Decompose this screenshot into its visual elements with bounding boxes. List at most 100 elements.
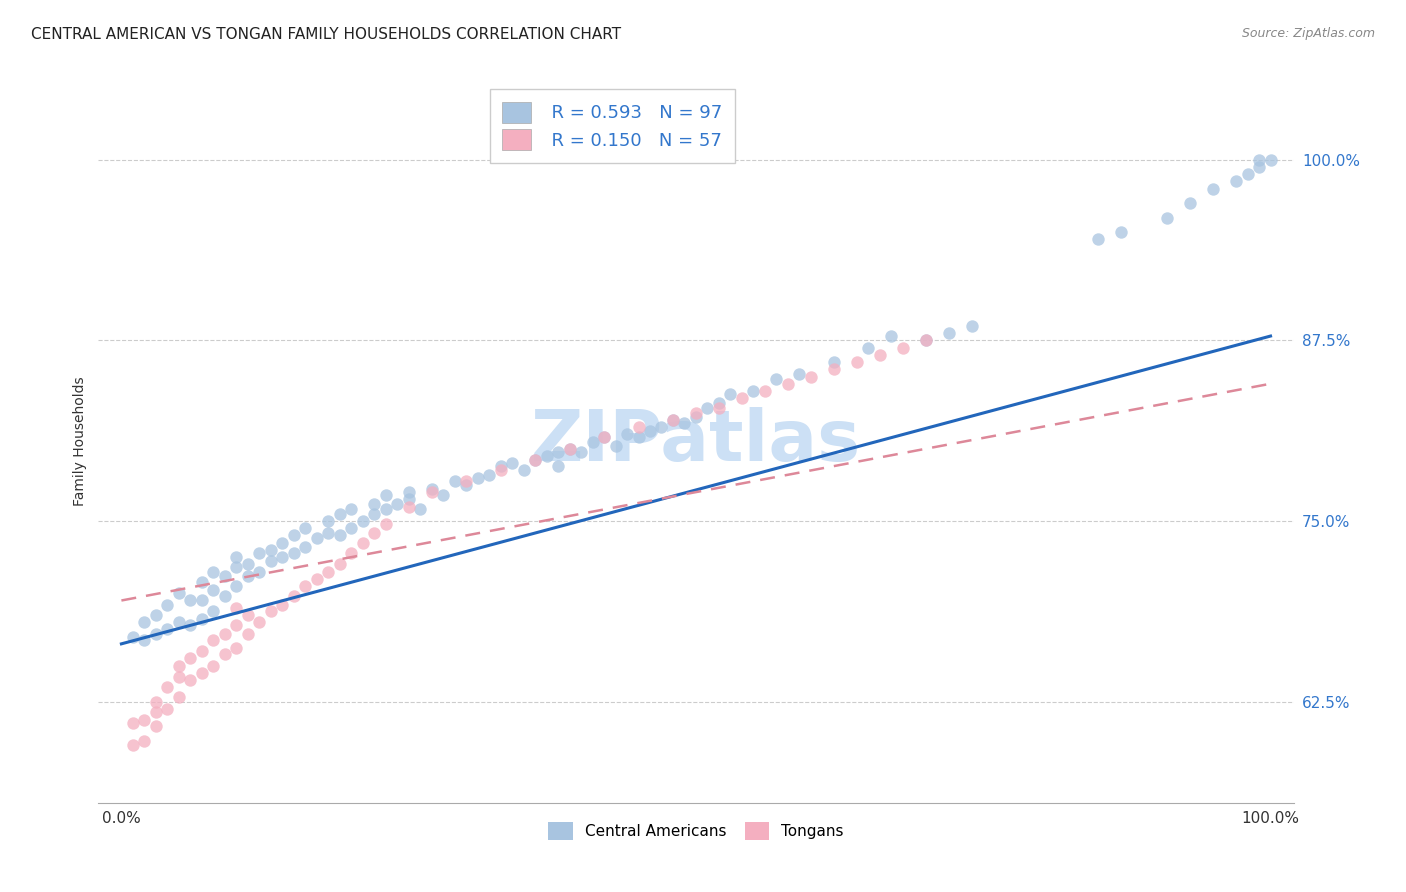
Point: [236, 558, 259, 572]
Point: [167, 586, 190, 600]
Point: [1236, 167, 1258, 181]
Point: [167, 690, 190, 705]
Point: [696, 401, 718, 416]
Point: [914, 334, 936, 348]
Point: [456, 478, 478, 492]
Point: [1109, 225, 1132, 239]
Point: [398, 500, 420, 514]
Point: [456, 474, 478, 488]
Point: [627, 430, 650, 444]
Point: [191, 612, 214, 626]
Legend: Central Americans, Tongans: Central Americans, Tongans: [543, 816, 849, 846]
Point: [134, 714, 156, 728]
Point: [247, 565, 270, 579]
Point: [294, 540, 316, 554]
Point: [167, 615, 190, 630]
Point: [1156, 211, 1178, 225]
Point: [524, 453, 547, 467]
Point: [329, 558, 352, 572]
Point: [202, 632, 225, 647]
Point: [673, 416, 696, 430]
Point: [776, 376, 799, 391]
Point: [283, 589, 305, 603]
Point: [179, 593, 201, 607]
Point: [731, 391, 754, 405]
Point: [260, 543, 283, 558]
Point: [316, 514, 339, 528]
Point: [547, 444, 569, 458]
Point: [167, 670, 190, 684]
Point: [214, 626, 236, 640]
Point: [225, 560, 247, 574]
Point: [305, 572, 328, 586]
Point: [420, 485, 443, 500]
Point: [247, 546, 270, 560]
Point: [134, 615, 156, 630]
Point: [156, 623, 179, 637]
Point: [340, 502, 363, 516]
Y-axis label: Family Households: Family Households: [73, 376, 87, 507]
Point: [225, 579, 247, 593]
Point: [202, 565, 225, 579]
Point: [685, 406, 707, 420]
Point: [271, 535, 294, 549]
Point: [593, 430, 616, 444]
Point: [512, 463, 534, 477]
Point: [536, 449, 558, 463]
Point: [191, 574, 214, 589]
Point: [501, 456, 523, 470]
Point: [880, 329, 903, 343]
Point: [134, 632, 156, 647]
Point: [374, 502, 396, 516]
Point: [225, 600, 247, 615]
Point: [420, 482, 443, 496]
Point: [271, 598, 294, 612]
Point: [340, 546, 363, 560]
Point: [489, 459, 512, 474]
Point: [409, 502, 432, 516]
Point: [467, 471, 489, 485]
Point: [1247, 153, 1270, 167]
Point: [294, 521, 316, 535]
Point: [352, 535, 374, 549]
Point: [1260, 153, 1282, 167]
Point: [214, 647, 236, 661]
Point: [247, 615, 270, 630]
Point: [156, 702, 179, 716]
Point: [191, 644, 214, 658]
Point: [398, 492, 420, 507]
Point: [374, 488, 396, 502]
Point: [145, 607, 167, 622]
Point: [1247, 160, 1270, 174]
Point: [283, 528, 305, 542]
Point: [742, 384, 765, 398]
Point: [858, 341, 880, 355]
Point: [432, 488, 454, 502]
Point: [707, 401, 730, 416]
Point: [305, 532, 328, 546]
Point: [914, 334, 936, 348]
Point: [156, 598, 179, 612]
Point: [225, 618, 247, 632]
Point: [316, 525, 339, 540]
Point: [443, 474, 465, 488]
Point: [260, 554, 283, 568]
Point: [352, 514, 374, 528]
Point: [1225, 174, 1247, 188]
Point: [122, 716, 145, 731]
Point: [179, 618, 201, 632]
Point: [869, 348, 891, 362]
Point: [236, 569, 259, 583]
Point: [363, 525, 385, 540]
Point: [145, 719, 167, 733]
Point: [789, 367, 811, 381]
Point: [179, 673, 201, 687]
Point: [398, 485, 420, 500]
Point: [616, 427, 638, 442]
Point: [823, 362, 845, 376]
Point: [960, 318, 983, 333]
Point: [662, 413, 685, 427]
Point: [236, 626, 259, 640]
Point: [891, 341, 914, 355]
Point: [593, 430, 616, 444]
